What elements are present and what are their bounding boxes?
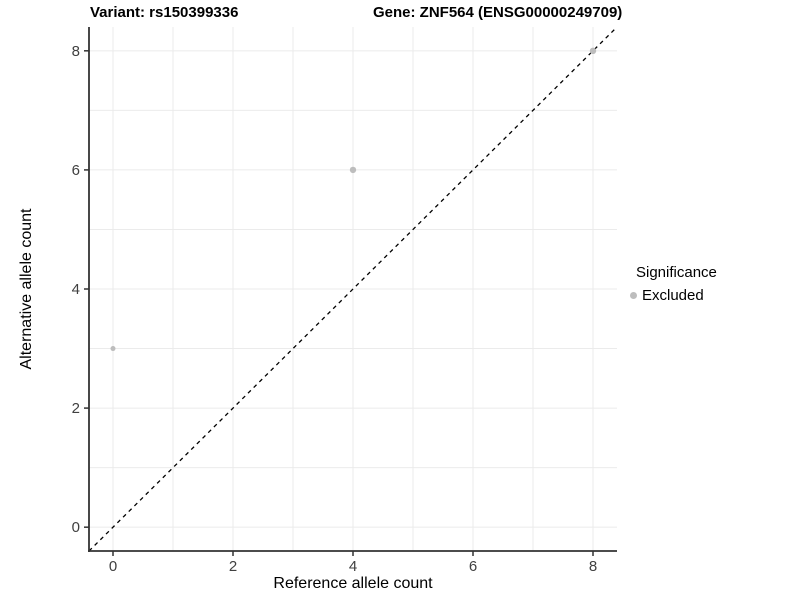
- data-point: [349, 166, 357, 174]
- y-tick-label: 6: [72, 162, 80, 179]
- legend-item-label: Excluded: [642, 287, 704, 304]
- data-point: [110, 346, 116, 352]
- legend-item-excluded: Excluded: [630, 287, 717, 304]
- y-tick-label: 2: [72, 400, 80, 417]
- legend-title: Significance: [636, 264, 717, 281]
- x-axis-title: Reference allele count: [273, 575, 433, 592]
- y-tick-label: 4: [72, 281, 80, 298]
- y-tick-label: 8: [72, 43, 80, 60]
- x-tick-label: 4: [349, 558, 357, 575]
- legend: Significance Excluded: [630, 264, 717, 304]
- x-tick-label: 2: [229, 558, 237, 575]
- variant-title: Variant: rs150399336: [90, 4, 239, 21]
- identity-line: [88, 26, 618, 552]
- x-tick-label: 6: [469, 558, 477, 575]
- gene-title: Gene: ZNF564 (ENSG00000249709): [373, 4, 623, 21]
- y-tick-label: 0: [72, 519, 80, 536]
- data-point: [589, 47, 597, 55]
- x-tick-label: 8: [589, 558, 597, 575]
- excluded-point-icon: [630, 292, 637, 299]
- x-tick-label: 0: [109, 558, 117, 575]
- y-axis-title: Alternative allele count: [18, 208, 35, 370]
